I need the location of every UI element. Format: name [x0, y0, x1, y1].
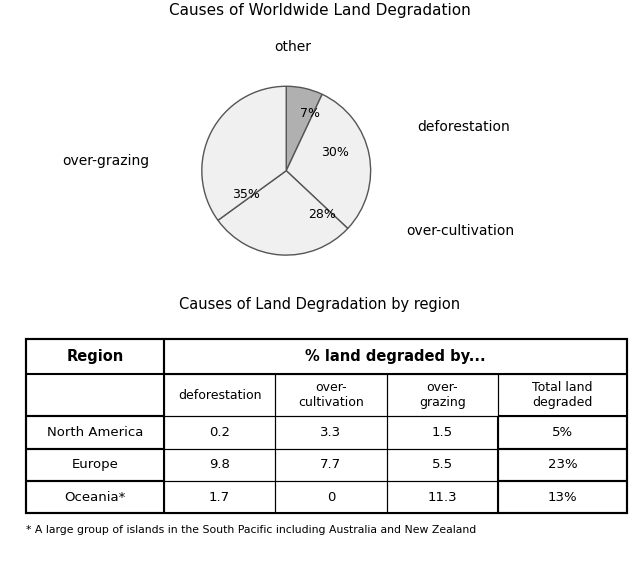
- Text: 30%: 30%: [321, 146, 349, 158]
- Text: over-grazing: over-grazing: [62, 154, 150, 168]
- Text: deforestation: deforestation: [417, 120, 510, 134]
- Text: 7.7: 7.7: [321, 458, 342, 471]
- Wedge shape: [202, 86, 286, 220]
- Title: Causes of Worldwide Land Degradation: Causes of Worldwide Land Degradation: [169, 3, 471, 18]
- Wedge shape: [218, 170, 348, 255]
- Text: 9.8: 9.8: [209, 458, 230, 471]
- Text: 28%: 28%: [308, 208, 335, 221]
- Text: % land degraded by...: % land degraded by...: [305, 349, 486, 364]
- Text: 11.3: 11.3: [428, 491, 457, 503]
- Text: 23%: 23%: [548, 458, 577, 471]
- Text: over-cultivation: over-cultivation: [406, 224, 514, 238]
- Wedge shape: [286, 94, 371, 228]
- Text: 5%: 5%: [552, 426, 573, 439]
- Text: Total land
degraded: Total land degraded: [532, 381, 593, 409]
- Text: Region: Region: [66, 349, 124, 364]
- Text: over-
cultivation: over- cultivation: [298, 381, 364, 409]
- Text: 5.5: 5.5: [431, 458, 452, 471]
- Text: deforestation: deforestation: [178, 389, 261, 402]
- Text: 7%: 7%: [300, 107, 320, 120]
- Wedge shape: [286, 86, 322, 170]
- Text: 0.2: 0.2: [209, 426, 230, 439]
- Text: 0: 0: [327, 491, 335, 503]
- Text: 3.3: 3.3: [321, 426, 342, 439]
- Text: other: other: [275, 40, 312, 54]
- Text: * A large group of islands in the South Pacific including Australia and New Zeal: * A large group of islands in the South …: [26, 525, 476, 536]
- Text: over-
grazing: over- grazing: [419, 381, 465, 409]
- Text: Europe: Europe: [71, 458, 118, 471]
- Text: 1.7: 1.7: [209, 491, 230, 503]
- Text: 13%: 13%: [548, 491, 577, 503]
- Text: Oceania*: Oceania*: [64, 491, 125, 503]
- Title: Causes of Land Degradation by region: Causes of Land Degradation by region: [179, 297, 461, 312]
- Text: 35%: 35%: [232, 188, 260, 201]
- Text: 1.5: 1.5: [431, 426, 452, 439]
- Text: North America: North America: [47, 426, 143, 439]
